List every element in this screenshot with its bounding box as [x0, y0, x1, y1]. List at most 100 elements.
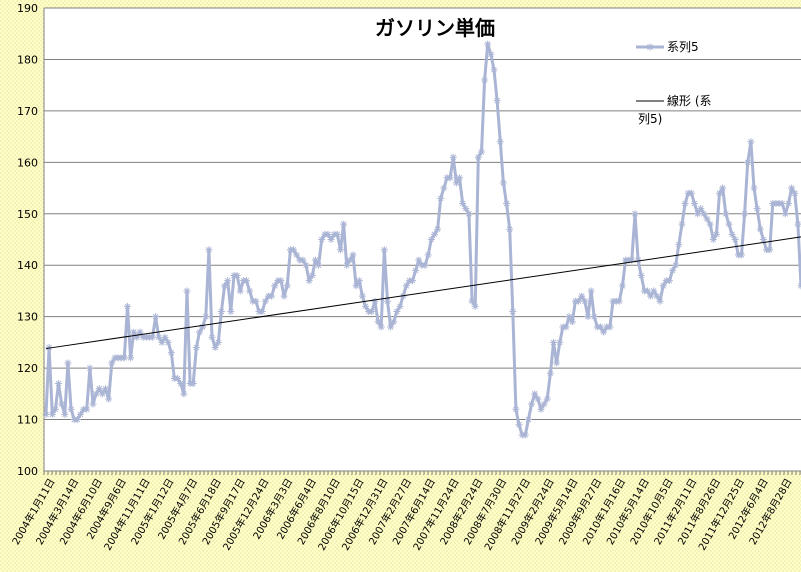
data-point-marker [434, 225, 442, 233]
data-point-marker [584, 313, 592, 321]
data-point-marker [396, 302, 404, 310]
data-point-marker [192, 344, 200, 352]
data-point-marker [318, 236, 326, 243]
data-point-marker [333, 230, 341, 238]
data-point-marker [76, 410, 84, 418]
data-point-marker [308, 272, 316, 280]
data-point-marker [289, 246, 297, 254]
data-point-marker [336, 246, 344, 254]
data-point-marker [261, 297, 269, 305]
data-point-marker [449, 153, 457, 161]
data-point-marker [618, 282, 626, 290]
y-tick-label: 160 [17, 156, 38, 169]
data-point-marker [465, 210, 473, 218]
data-point-marker [402, 282, 410, 290]
data-point-marker [136, 328, 144, 336]
data-point-marker [271, 282, 279, 290]
data-point-marker [512, 405, 520, 413]
data-point-marker [744, 158, 752, 166]
data-point-marker [102, 385, 110, 393]
y-tick-label: 180 [17, 53, 38, 66]
data-point-marker [456, 174, 464, 182]
data-point-marker [430, 230, 438, 238]
data-point-marker [672, 261, 680, 269]
data-point-marker [293, 251, 301, 259]
data-point-marker [189, 380, 197, 388]
data-point-marker [51, 405, 59, 413]
data-point-marker [45, 344, 53, 352]
data-point-marker [224, 277, 232, 285]
data-point-marker [208, 333, 216, 341]
data-point-marker [653, 292, 661, 300]
data-point-marker [550, 338, 558, 346]
data-point-marker [528, 400, 536, 408]
data-point-marker [92, 390, 100, 398]
data-point-marker [481, 76, 489, 84]
data-point-marker [452, 179, 460, 187]
data-point-marker [503, 199, 511, 207]
data-point-marker [537, 405, 545, 413]
data-point-marker [164, 338, 172, 346]
data-point-marker [753, 205, 761, 213]
data-point-marker [343, 261, 351, 269]
data-point-marker [211, 344, 219, 352]
data-point-marker [127, 354, 135, 362]
data-point-marker [731, 236, 739, 243]
data-point-marker [393, 308, 401, 316]
data-point-marker [155, 333, 163, 341]
data-point-marker [791, 189, 799, 197]
data-point-marker [690, 199, 698, 207]
data-point-marker [98, 390, 106, 398]
data-point-marker [750, 184, 758, 192]
data-point-marker [424, 251, 432, 259]
data-point-marker [214, 338, 222, 346]
data-point-marker [362, 302, 370, 310]
data-point-marker [130, 328, 138, 336]
data-point-marker [437, 194, 445, 202]
data-point-marker [86, 364, 94, 372]
data-point-marker [687, 189, 695, 197]
data-point-marker [703, 215, 711, 223]
data-point-marker [634, 256, 642, 264]
y-tick-label: 100 [17, 465, 38, 478]
data-point-marker [462, 205, 470, 213]
trend-line [45, 236, 801, 350]
data-point-marker [221, 282, 229, 290]
data-point-marker [73, 416, 81, 424]
data-point-marker [496, 138, 504, 146]
legend: 系列5 線形 (系列5) [636, 40, 712, 126]
data-point-marker [67, 405, 75, 413]
data-point-marker [647, 292, 655, 300]
data-point-marker [587, 287, 595, 295]
data-point-marker [311, 256, 319, 264]
data-point-marker [700, 210, 708, 218]
data-point-marker [722, 210, 730, 218]
data-point-marker [42, 410, 50, 418]
data-point-marker [202, 313, 210, 321]
data-point-marker [615, 297, 623, 305]
data-point-marker [543, 395, 551, 403]
data-point-marker [371, 297, 379, 305]
data-point-marker [600, 328, 608, 336]
legend-label-trend: 線形 (系列5) [638, 93, 712, 126]
data-point-marker [606, 323, 614, 331]
y-tick-label: 120 [17, 362, 38, 375]
data-point-marker [565, 313, 573, 321]
data-point-marker [315, 261, 323, 269]
data-point-marker [706, 220, 714, 228]
data-point-marker [180, 390, 188, 398]
y-tick-label: 140 [17, 259, 38, 272]
data-point-marker [302, 261, 310, 269]
data-point-marker [741, 210, 749, 218]
data-point-marker [487, 50, 495, 58]
data-point-marker [499, 179, 507, 187]
data-point-marker [305, 277, 313, 285]
data-point-marker [597, 323, 605, 331]
data-point-marker [524, 416, 532, 424]
data-point-marker [252, 297, 260, 305]
data-point-marker [484, 40, 492, 48]
data-point-marker [477, 148, 485, 156]
data-point-marker [759, 236, 767, 243]
data-point-marker [446, 174, 454, 182]
data-point-marker [177, 380, 185, 388]
